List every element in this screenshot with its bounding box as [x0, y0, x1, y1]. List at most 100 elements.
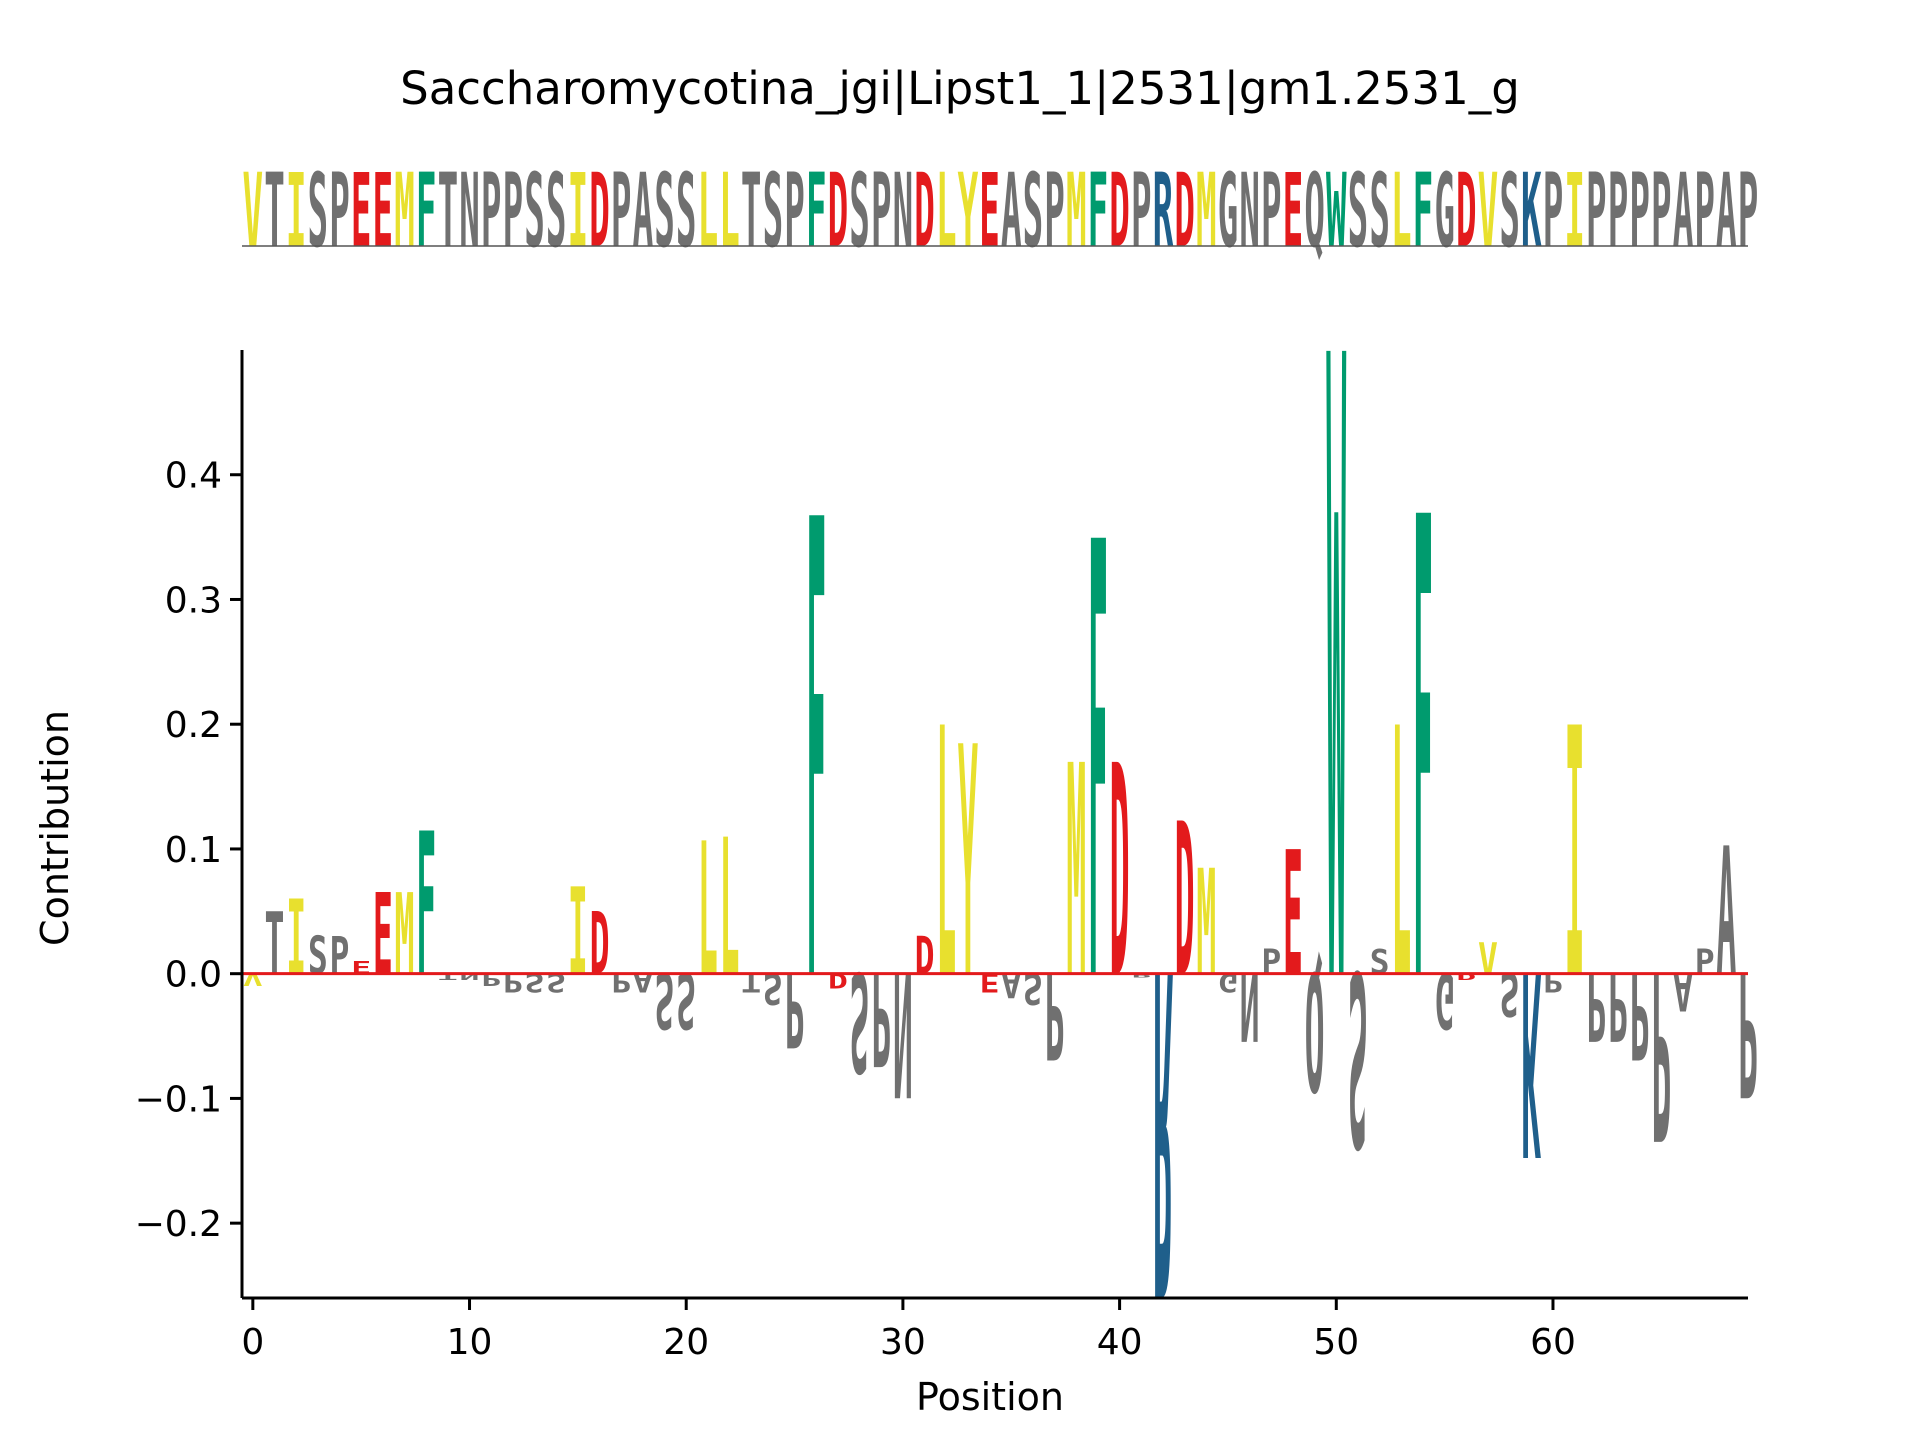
contribution-glyph-65: P [1651, 919, 1671, 1188]
contribution-glyph-47: P [1261, 942, 1281, 982]
sequence-letter-2: I [286, 152, 307, 270]
x-tick-label: 30 [880, 1322, 926, 1363]
contribution-glyph-44: M [1196, 839, 1216, 1009]
contribution-glyph-34: E [980, 968, 1000, 997]
sequence-letter-38: M [1066, 152, 1087, 270]
sequence-letter-51: S [1348, 152, 1369, 270]
contribution-glyph-5: E [351, 959, 371, 978]
contribution-glyph-31: D [915, 927, 935, 986]
x-tick-label: 50 [1313, 1322, 1359, 1363]
sequence-letter-15: I [568, 152, 589, 270]
contribution-glyph-48: E [1283, 817, 1303, 1016]
sequence-letter-52: S [1369, 152, 1390, 270]
contribution-glyph-35: A [1001, 966, 1021, 1006]
contribution-glyph-49: Q [1305, 935, 1325, 1125]
contribution-glyph-18: A [633, 968, 653, 997]
contribution-glyph-55: G [1435, 955, 1455, 1045]
sequence-letter-13: S [524, 152, 545, 270]
contribution-glyph-0: V [243, 969, 263, 988]
contribution-glyph-2: I [286, 878, 306, 998]
sequence-letter-37: P [1044, 152, 1065, 270]
contribution-glyph-20: S [676, 955, 696, 1045]
sequence-letter-48: E [1283, 152, 1304, 270]
contribution-glyph-9: T [438, 972, 458, 982]
contribution-glyph-51: S [1348, 916, 1368, 1195]
contribution-glyph-8: F [416, 792, 436, 1021]
contribution-glyph-66: A [1673, 961, 1693, 1020]
contribution-glyph-39: F [1088, 419, 1108, 1115]
sequence-letter-58: S [1499, 152, 1520, 270]
x-tick-label: 60 [1530, 1322, 1576, 1363]
contribution-glyph-33: Y [958, 681, 978, 1050]
sequence-letter-53: L [1391, 152, 1412, 270]
sequence-letter-36: S [1023, 152, 1044, 270]
sequence-letter-63: P [1608, 152, 1629, 270]
sequence-letter-39: F [1088, 152, 1109, 270]
contribution-glyph-6: E [373, 872, 393, 1001]
contribution-glyph-60: P [1543, 968, 1563, 997]
contribution-glyph-1: T [265, 896, 285, 995]
contribution-glyph-45: G [1218, 968, 1238, 997]
chart-title: Saccharomycotina_jgi|Lipst1_1|2531|gm1.2… [400, 62, 1520, 115]
sequence-letter-45: G [1218, 152, 1239, 270]
y-axis-ticks: −0.2 −0.1 0.0 0.1 0.2 0.3 0.4 [135, 456, 242, 1245]
sequence-letter-66: A [1673, 152, 1694, 270]
y-tick-label: −0.1 [135, 1079, 222, 1120]
sequence-letter-19: S [654, 152, 675, 270]
sequence-letter-18: A [633, 152, 654, 270]
y-tick-label: 0.2 [165, 705, 222, 746]
contribution-glyph-62: P [1586, 951, 1606, 1060]
sequence-letter-16: D [589, 152, 610, 270]
sequence-letter-40: D [1109, 152, 1130, 270]
contribution-glyph-67: P [1695, 942, 1715, 982]
sequence-letter-29: P [871, 152, 892, 270]
sequence-letter-61: I [1564, 152, 1585, 270]
sequence-letter-6: E [373, 152, 394, 270]
contribution-glyph-52: S [1370, 942, 1390, 982]
sequence-letter-57: V [1478, 152, 1499, 270]
x-tick-label: 0 [241, 1322, 264, 1363]
contribution-glyph-28: S [850, 941, 870, 1099]
sequence-letter-10: N [459, 152, 480, 270]
sequence-letter-41: P [1131, 152, 1152, 270]
sequence-letter-21: L [698, 152, 719, 270]
sequence-letter-31: D [914, 152, 935, 270]
x-tick-label: 40 [1097, 1322, 1143, 1363]
x-axis-label: Position [916, 1375, 1064, 1419]
sequence-letter-4: P [329, 152, 350, 270]
sequence-letter-68: A [1716, 152, 1737, 270]
sequence-letter-47: P [1261, 152, 1282, 270]
contribution-glyph-63: P [1608, 951, 1628, 1060]
sequence-letter-11: P [481, 152, 502, 270]
y-tick-label: 0.0 [165, 955, 222, 996]
sequence-letter-62: P [1586, 152, 1607, 270]
contribution-glyph-19: S [655, 955, 675, 1045]
sequence-letter-33: Y [958, 152, 979, 270]
contribution-glyph-22: L [720, 800, 740, 1019]
contribution-glyph-7: M [395, 872, 415, 1001]
x-axis-ticks: 0 10 20 30 40 50 60 [241, 1298, 1576, 1363]
y-tick-label: 0.1 [165, 830, 222, 871]
sequence-letter-28: S [849, 152, 870, 270]
sequence-letter-35: A [1001, 152, 1022, 270]
sequence-letter-20: S [676, 152, 697, 270]
contribution-glyph-23: T [741, 968, 761, 997]
sequence-letter-34: E [979, 152, 1000, 270]
sequence-letter-60: P [1543, 152, 1564, 270]
contribution-glyph-46: N [1240, 951, 1260, 1060]
contribution-glyph-17: P [611, 968, 631, 997]
sequence-letter-7: M [394, 152, 415, 270]
contribution-glyph-37: P [1045, 945, 1065, 1084]
sequence-letter-30: N [893, 152, 914, 270]
contribution-glyph-64: P [1630, 945, 1650, 1084]
sequence-letter-3: S [308, 152, 329, 270]
sequence-letter-27: D [828, 152, 849, 270]
sequence-letter-59: K [1521, 152, 1542, 270]
sequence-letter-49: Q [1304, 152, 1325, 270]
contribution-glyph-56: D [1456, 972, 1476, 982]
contribution-glyph-40: D [1110, 704, 1130, 1043]
contribution-glyph-21: L [698, 804, 718, 1017]
contribution-glyph-29: P [871, 942, 891, 1091]
